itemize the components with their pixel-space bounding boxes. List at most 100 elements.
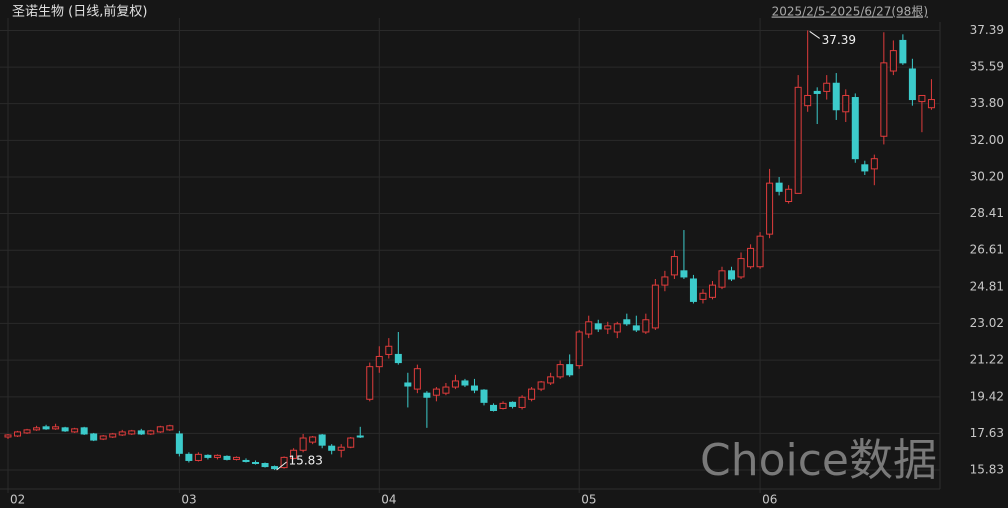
candle-body [737,258,745,278]
candle-body [204,454,212,458]
y-tick-label: 23.02 [970,316,1004,330]
candle-body [718,270,726,288]
date-range[interactable]: 2025/2/5-2025/6/27(98根) [772,5,928,19]
candle-body [899,39,907,64]
candle-body [271,466,279,470]
candle-body [309,436,317,443]
candle-body [613,323,621,333]
candle-body [490,404,498,411]
candle-body [708,284,716,298]
candle-body [594,323,602,330]
candle-body [299,437,307,451]
candle-body [785,188,793,203]
candle-body [442,386,450,394]
candle-body [575,331,583,367]
candle-body [756,235,764,268]
y-tick-label: 26.61 [970,243,1004,257]
y-tick-label: 33.80 [970,96,1004,110]
y-tick-label: 35.59 [970,60,1004,74]
candle-body [118,431,126,436]
candle-body [137,430,145,435]
candle-body [242,459,250,462]
x-tick-label: 05 [581,493,596,507]
candle-body [61,427,69,432]
y-tick-label: 21.22 [970,353,1004,367]
candle-body [480,389,488,403]
candle-body [356,435,364,438]
x-tick-label: 04 [381,493,396,507]
candle-body [604,325,612,330]
candle-body [499,402,507,409]
candle-body [156,426,164,433]
candle-body [385,345,393,355]
candle-body [632,325,640,331]
low-label: 15.83 [289,454,323,468]
candle-body [680,270,688,278]
candle-body [328,445,336,451]
y-tick-label: 15.83 [970,463,1004,477]
candle-body [813,90,821,94]
x-tick-label: 03 [181,493,196,507]
candle-body [766,182,774,235]
y-tick-label: 24.81 [970,279,1004,293]
y-tick-label: 19.42 [970,389,1004,403]
candle-body [147,430,155,435]
candle-body [375,355,383,368]
candle-body [670,256,678,276]
candle-body [90,433,98,441]
candle-body [71,428,79,433]
candle-body [509,401,517,407]
y-tick-label: 17.63 [970,426,1004,440]
x-tick-label: 02 [10,493,25,507]
candle-body [908,68,916,101]
x-tick-label: 06 [762,493,777,507]
candle-body [290,449,298,459]
candle-body [52,426,60,430]
candle-body [642,319,650,333]
candle-body [747,247,755,268]
candle-body [518,396,526,408]
candle-body [870,158,878,170]
candle-body [213,454,221,458]
y-tick-label: 30.20 [970,170,1004,184]
candle-body [851,97,859,160]
candle-body [128,430,136,435]
candle-body [804,94,812,107]
candle-body [261,463,269,468]
candle-body [880,62,888,137]
candle-body [366,366,374,400]
candle-body [413,368,421,390]
chart-title: 圣诺生物 (日线,前复权) [12,4,147,20]
candle-body [42,426,50,430]
annotation-arrow [809,31,820,39]
candle-body [280,456,288,469]
candle-body [109,433,117,438]
candle-body [252,461,260,465]
candle-body [689,278,697,302]
candle-body [318,434,326,446]
candle-body [918,94,926,103]
candle-body [651,284,659,329]
candle-body [794,86,802,194]
candle-body [223,455,231,460]
candle-body [175,433,183,454]
candle-body [823,82,831,92]
candle-body [166,425,174,431]
candle-body [347,437,355,448]
candle-body [461,380,469,386]
candle-body [537,381,545,390]
candle-body [451,380,459,388]
candle-body [832,82,840,111]
candle-body [566,364,574,376]
candle-body [394,353,402,364]
candle-body [432,388,440,396]
candle-body [4,434,12,438]
candle-body [861,164,869,172]
candle-body [842,94,850,113]
y-tick-label: 37.39 [970,23,1004,37]
candle-body [14,431,22,437]
candle-body [80,427,88,435]
candle-body [404,382,412,387]
candle-body [547,376,555,384]
